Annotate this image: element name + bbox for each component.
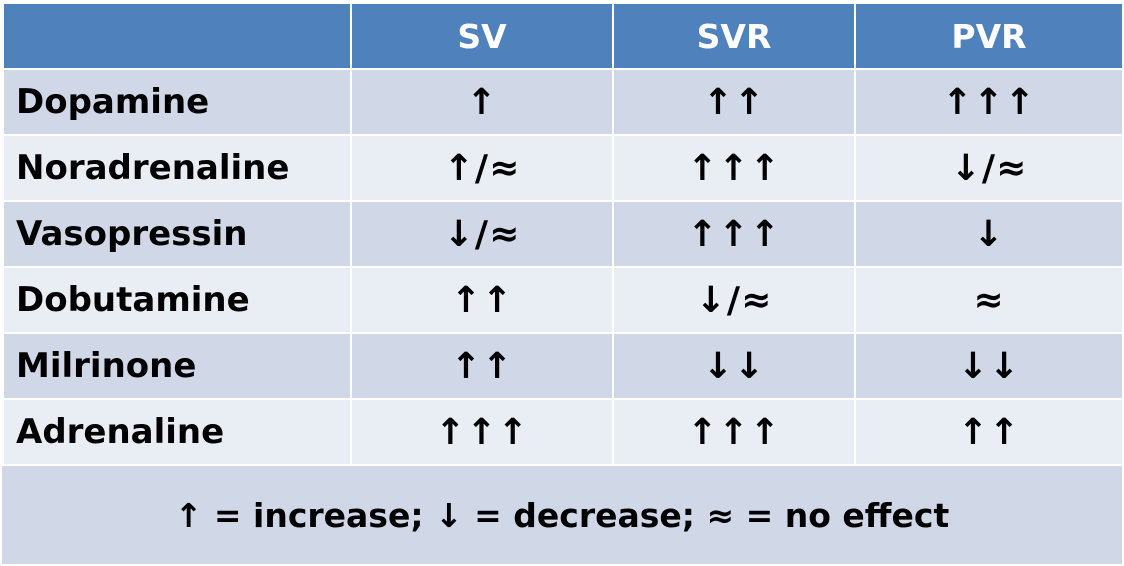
drug-name: Adrenaline <box>2 398 352 466</box>
svr-effect: ↑↑↑ <box>612 398 856 466</box>
table-row: Adrenaline ↑↑↑ ↑↑↑ ↑↑ <box>2 398 1124 466</box>
pvr-effect: ↓ <box>854 200 1124 268</box>
table-row: Dopamine ↑ ↑↑ ↑↑↑ <box>2 68 1124 136</box>
pvr-effect: ≈ <box>854 266 1124 334</box>
header-pvr: PVR <box>854 2 1124 70</box>
header-sv: SV <box>350 2 614 70</box>
legend-text: ↑ = increase; ↓ = decrease; ≈ = no effec… <box>174 495 950 535</box>
sv-effect: ↑↑ <box>350 266 614 334</box>
pvr-effect: ↓/≈ <box>854 134 1124 202</box>
drug-name: Milrinone <box>2 332 352 400</box>
pvr-effect: ↑↑↑ <box>854 68 1124 136</box>
svr-effect: ↑↑ <box>612 68 856 136</box>
drug-name: Dobutamine <box>2 266 352 334</box>
sv-effect: ↑ <box>350 68 614 136</box>
drug-name: Dopamine <box>2 68 352 136</box>
svr-effect: ↓/≈ <box>612 266 856 334</box>
legend-footer: ↑ = increase; ↓ = decrease; ≈ = no effec… <box>2 464 1122 564</box>
sv-effect: ↑/≈ <box>350 134 614 202</box>
table-row: Milrinone ↑↑ ↓↓ ↓↓ <box>2 332 1124 400</box>
header-drug <box>2 2 352 70</box>
table-row: Noradrenaline ↑/≈ ↑↑↑ ↓/≈ <box>2 134 1124 202</box>
table-row: Vasopressin ↓/≈ ↑↑↑ ↓ <box>2 200 1124 268</box>
header-row: SV SVR PVR <box>2 2 1124 70</box>
drug-name: Vasopressin <box>2 200 352 268</box>
svr-effect: ↓↓ <box>612 332 856 400</box>
effects-table: SV SVR PVR Dopamine ↑ ↑↑ ↑↑↑ Noradrenali… <box>2 2 1124 466</box>
sv-effect: ↑↑ <box>350 332 614 400</box>
drug-name: Noradrenaline <box>2 134 352 202</box>
pvr-effect: ↓↓ <box>854 332 1124 400</box>
sv-effect: ↑↑↑ <box>350 398 614 466</box>
sv-effect: ↓/≈ <box>350 200 614 268</box>
table-row: Dobutamine ↑↑ ↓/≈ ≈ <box>2 266 1124 334</box>
header-svr: SVR <box>612 2 856 70</box>
svr-effect: ↑↑↑ <box>612 134 856 202</box>
vasoactive-effects-table: SV SVR PVR Dopamine ↑ ↑↑ ↑↑↑ Noradrenali… <box>2 2 1124 466</box>
svr-effect: ↑↑↑ <box>612 200 856 268</box>
pvr-effect: ↑↑ <box>854 398 1124 466</box>
